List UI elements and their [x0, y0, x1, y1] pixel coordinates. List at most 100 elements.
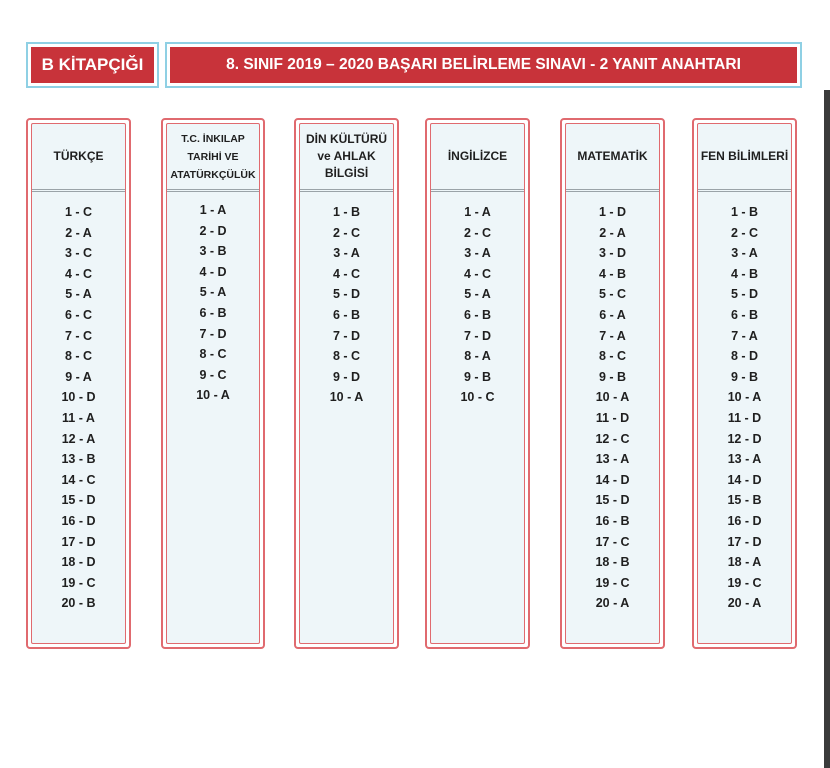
- subject-column-ingilizce: İNGİLİZCE 1 - A 2 - C 3 - A 4 - C 5 - A 6 - B…: [425, 118, 530, 649]
- subject-column-fen-bilimleri: FEN BİLİMLERİ 1 - B 2 - C 3 - A 4 - B 5 - D 6…: [692, 118, 797, 649]
- booklet-badge: B KİTAPÇIĞI: [26, 42, 159, 88]
- answer-item: 4 - B: [730, 266, 759, 281]
- answer-item: 2 - C: [730, 225, 759, 240]
- answer-item: 3 - A: [333, 246, 360, 261]
- subject-header: DİN KÜLTÜRÜ ve AHLAK BİLGİSİ: [300, 124, 393, 192]
- answer-item: 2 - D: [199, 223, 227, 238]
- answer-list: 1 - B 2 - C 3 - A 4 - B 5 - D 6 - B 7 - A 8 - D…: [698, 192, 791, 614]
- subject-header: T.C. İNKILAP TARİHİ VE ATATÜRKÇÜLÜK: [167, 124, 259, 192]
- answer-list: 1 - A 2 - C 3 - A 4 - C 5 - A 6 - B 7 - D 8 - A…: [431, 192, 524, 408]
- answer-item: 20 - B: [61, 596, 96, 611]
- answer-item: 19 - C: [595, 575, 630, 590]
- answer-item: 4 - C: [463, 266, 492, 281]
- answer-item: 6 - B: [463, 307, 492, 322]
- subject-column-din-kulturu: DİN KÜLTÜRÜ ve AHLAK BİLGİSİ 1 - B 2 - C 3…: [294, 118, 399, 649]
- answer-item: 9 - D: [332, 369, 361, 384]
- exam-title-banner: 8. SINIF 2019 – 2020 BAŞARI BELİRLEME SI…: [165, 42, 802, 88]
- answer-item: 18 - A: [727, 555, 762, 570]
- answer-item: 17 - D: [727, 534, 762, 549]
- answer-item: 4 - C: [64, 266, 93, 281]
- answer-item: 13 - A: [727, 452, 762, 467]
- answer-item: 8 - C: [332, 349, 361, 364]
- answer-item: 2 - A: [599, 225, 626, 240]
- answer-item: 7 - D: [199, 326, 227, 341]
- answer-item: 1 - B: [730, 205, 759, 219]
- answer-list: 1 - C 2 - A 3 - C 4 - C 5 - A 6 - C 7 - C 8 - C…: [32, 192, 125, 614]
- subject-header: MATEMATİK: [566, 124, 659, 192]
- page-edge-shadow: [824, 90, 830, 768]
- answer-item: 5 - C: [598, 287, 627, 302]
- answer-item: 7 - A: [599, 328, 626, 343]
- subject-header: FEN BİLİMLERİ: [698, 124, 791, 192]
- answer-item: 1 - A: [199, 203, 227, 217]
- answer-item: 19 - C: [727, 575, 762, 590]
- answer-item: 6 - B: [730, 307, 759, 322]
- answer-item: 6 - B: [332, 307, 361, 322]
- answer-item: 17 - C: [595, 534, 630, 549]
- answer-item: 3 - A: [464, 246, 491, 261]
- answer-item: 3 - A: [731, 246, 758, 261]
- answer-item: 15 - D: [595, 493, 630, 508]
- answer-item: 14 - D: [595, 472, 630, 487]
- subject-header: İNGİLİZCE: [431, 124, 524, 192]
- answer-list: 1 - A 2 - D 3 - B 4 - D 5 - A 6 - B 7 - D 8 - C…: [167, 192, 259, 406]
- answer-item: 2 - A: [65, 225, 92, 240]
- answer-item: 18 - B: [595, 555, 630, 570]
- answer-item: 4 - C: [332, 266, 361, 281]
- answer-item: 16 - D: [727, 513, 762, 528]
- exam-title: 8. SINIF 2019 – 2020 BAŞARI BELİRLEME SI…: [170, 47, 797, 83]
- answer-item: 10 - A: [727, 390, 762, 405]
- answer-item: 1 - C: [64, 205, 93, 219]
- answer-item: 6 - C: [64, 307, 93, 322]
- answer-item: 15 - D: [61, 493, 96, 508]
- answer-item: 9 - B: [730, 369, 759, 384]
- answer-item: 11 - A: [62, 410, 95, 425]
- answer-item: 2 - C: [332, 225, 361, 240]
- booklet-label: B KİTAPÇIĞI: [31, 47, 154, 83]
- answer-item: 5 - A: [65, 287, 92, 302]
- answer-item: 9 - B: [463, 369, 492, 384]
- answer-item: 7 - A: [731, 328, 758, 343]
- subject-column-inkilap: T.C. İNKILAP TARİHİ VE ATATÜRKÇÜLÜK 1 - …: [161, 118, 265, 649]
- answer-item: 7 - D: [332, 328, 361, 343]
- answer-item: 18 - D: [61, 555, 96, 570]
- answer-item: 6 - B: [199, 305, 227, 320]
- answer-item: 5 - A: [464, 287, 491, 302]
- answer-item: 10 - A: [196, 388, 230, 403]
- answer-item: 1 - D: [598, 205, 627, 219]
- answer-item: 8 - C: [64, 349, 93, 364]
- answer-item: 8 - C: [598, 349, 627, 364]
- answer-item: 5 - D: [332, 287, 361, 302]
- answer-item: 14 - D: [727, 472, 762, 487]
- answer-item: 4 - D: [199, 264, 227, 279]
- answer-item: 8 - D: [730, 349, 759, 364]
- answer-item: 2 - C: [463, 225, 492, 240]
- answer-item: 10 - A: [595, 390, 630, 405]
- subject-column-turkce: TÜRKÇE 1 - C 2 - A 3 - C 4 - C 5 - A 6 - C 7 -…: [26, 118, 131, 649]
- subject-column-matematik: MATEMATİK 1 - D 2 - A 3 - D 4 - B 5 - C 6 - A…: [560, 118, 665, 649]
- answer-item: 20 - A: [727, 596, 762, 611]
- answer-item: 16 - D: [61, 513, 96, 528]
- answer-item: 1 - B: [332, 205, 361, 219]
- answer-item: 13 - B: [61, 452, 96, 467]
- answer-item: 3 - C: [64, 246, 93, 261]
- answer-item: 5 - A: [199, 285, 227, 300]
- answer-item: 8 - C: [199, 347, 227, 362]
- answer-item: 1 - A: [464, 205, 491, 219]
- answer-item: 17 - D: [61, 534, 96, 549]
- answer-item: 5 - D: [730, 287, 759, 302]
- answer-item: 7 - C: [64, 328, 93, 343]
- subject-header: TÜRKÇE: [32, 124, 125, 192]
- answer-item: 11 - D: [727, 410, 762, 425]
- answer-item: 12 - A: [61, 431, 96, 446]
- answer-item: 10 - D: [61, 390, 96, 405]
- answer-list: 1 - B 2 - C 3 - A 4 - C 5 - D 6 - B 7 - D 8 - C…: [300, 192, 393, 408]
- answer-item: 12 - D: [727, 431, 762, 446]
- answer-item: 20 - A: [595, 596, 630, 611]
- answer-item: 10 - C: [460, 390, 495, 405]
- answer-item: 9 - B: [598, 369, 627, 384]
- answer-item: 11 - D: [595, 410, 630, 425]
- answer-item: 6 - A: [599, 307, 626, 322]
- answer-item: 9 - C: [199, 367, 227, 382]
- answer-item: 9 - A: [65, 369, 92, 384]
